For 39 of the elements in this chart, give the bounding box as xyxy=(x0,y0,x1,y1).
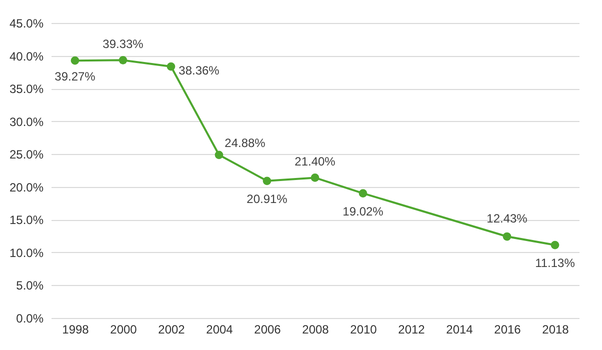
x-tick-label: 2002 xyxy=(158,322,186,336)
data-label: 21.40% xyxy=(294,154,336,169)
x-tick-label: 2004 xyxy=(206,322,234,336)
data-label: 11.13% xyxy=(535,256,576,270)
point xyxy=(310,174,320,182)
x-tick-label: 2012 xyxy=(398,322,426,336)
data-label: 24.88% xyxy=(224,136,266,150)
point xyxy=(70,56,80,65)
y-tick-label: 30.0% xyxy=(9,114,44,129)
y-tick-label: 0.0% xyxy=(16,312,44,326)
point xyxy=(262,176,272,186)
y-tick-label: 45.0% xyxy=(9,16,44,30)
y-tick-label: 20.0% xyxy=(9,180,44,194)
point xyxy=(118,56,128,64)
y-tick-label: 25.0% xyxy=(9,148,44,162)
data-label: 39.33% xyxy=(102,37,144,52)
point xyxy=(550,240,560,250)
x-tick-label: 2018 xyxy=(542,322,570,336)
point xyxy=(214,150,224,160)
data-label: 20.91% xyxy=(246,192,288,206)
x-tick-label: 2010 xyxy=(350,322,378,336)
data-label: 12.43% xyxy=(486,212,528,226)
point xyxy=(358,189,368,198)
x-tick-label: 2014 xyxy=(446,322,474,336)
y-tick-label: 10.0% xyxy=(9,246,44,260)
x-tick-label: 2016 xyxy=(494,322,522,336)
data-label: 38.36% xyxy=(178,64,220,78)
y-tick-label: 35.0% xyxy=(9,82,44,96)
point xyxy=(502,232,512,241)
x-tick-label: 2000 xyxy=(110,322,138,336)
x-tick-label: 2008 xyxy=(302,322,330,336)
y-tick-label: 40.0% xyxy=(9,49,44,64)
y-tick-label: 5.0% xyxy=(16,278,44,293)
x-tick-label: 1998 xyxy=(62,322,90,336)
y-tick-label: 15.0% xyxy=(9,213,44,228)
x-tick-label: 2006 xyxy=(254,322,282,336)
data-label: 19.02% xyxy=(342,204,384,218)
point xyxy=(166,62,176,71)
data-label: 39.27% xyxy=(54,70,96,84)
